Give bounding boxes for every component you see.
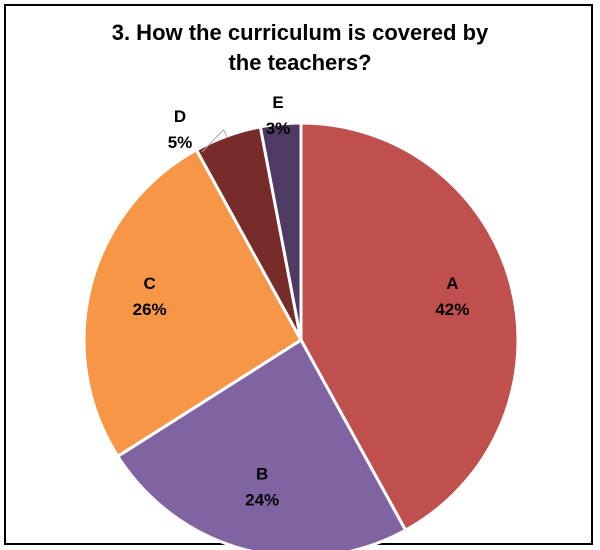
slice-label-b: B — [256, 464, 268, 483]
pie-slice-b — [115, 337, 408, 550]
chart-title-line-1: 3. How the curriculum is covered by — [111, 20, 489, 45]
slice-label-d: D — [174, 107, 186, 126]
slice-value-e: 3% — [266, 119, 291, 138]
pie-slice-e — [258, 121, 303, 341]
slice-value-d: 5% — [168, 133, 193, 152]
leader-lines — [201, 128, 228, 153]
chart-title-line-2: the teachers? — [228, 50, 372, 75]
pie-slice-a — [299, 121, 520, 533]
slice-labels: A 42% B 24% C 26% D 5% E 3% — [133, 93, 470, 509]
slice-value-c: 26% — [133, 300, 167, 319]
leader-line-d — [201, 128, 228, 153]
pie-slice-c — [82, 147, 303, 459]
slice-label-e: E — [272, 93, 283, 112]
slice-value-b: 24% — [245, 490, 279, 509]
slice-value-a: 42% — [435, 300, 469, 319]
slice-label-c: C — [144, 274, 156, 293]
slice-label-a: A — [446, 274, 458, 293]
chart-title: 3. How the curriculum is covered by the … — [60, 18, 540, 78]
pie-slices — [82, 121, 520, 550]
